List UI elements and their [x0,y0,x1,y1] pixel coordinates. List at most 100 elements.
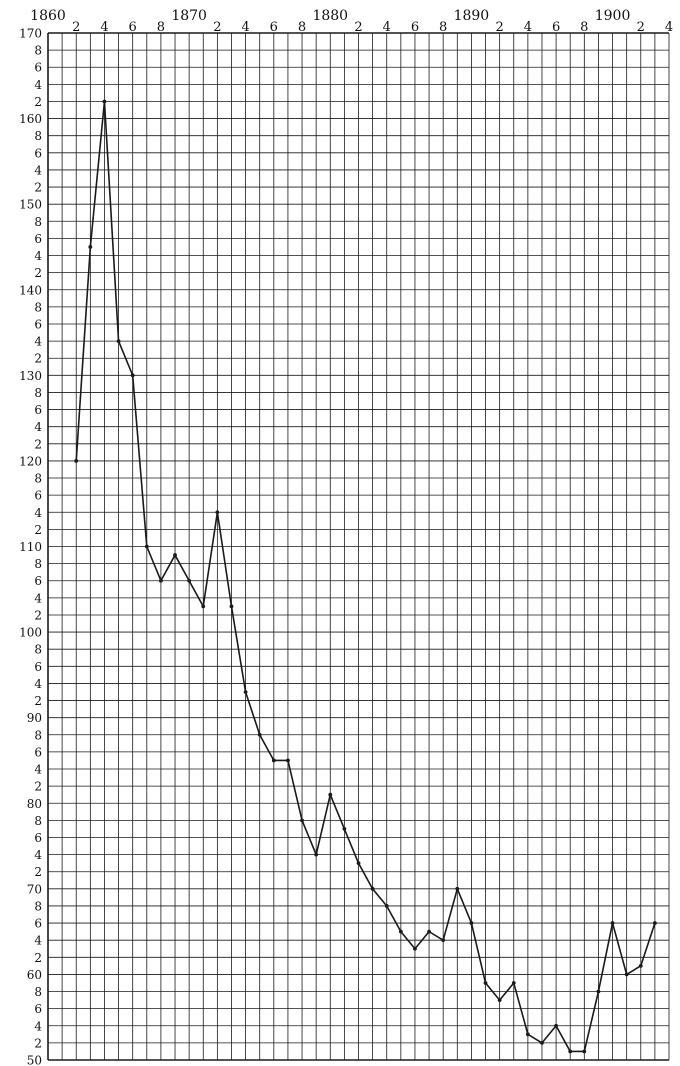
data-point [130,373,135,378]
x-tick-label: 2 [637,20,645,35]
y-tick-label: 8 [34,300,42,314]
y-tick-label: 4 [34,848,42,862]
y-tick-label: 2 [34,951,42,965]
data-point [427,929,431,934]
y-tick-label: 2 [34,694,42,708]
y-tick-label: 2 [34,95,42,109]
x-tick-label: 8 [439,20,447,35]
x-tick-label: 1900 [595,8,631,24]
data-point [370,886,375,891]
y-tick-label: 6 [34,574,42,588]
x-tick-label: 2 [72,20,80,35]
y-tick-label: 8 [34,643,42,657]
data-point [511,981,516,985]
y-tick-label: 2 [34,780,42,794]
data-point [540,1040,544,1045]
y-tick-label: 2 [34,865,42,879]
y-tick-label: 160 [19,112,42,126]
y-tick-label: 4 [34,1019,42,1033]
data-point [497,998,502,1002]
data-point [483,981,488,985]
y-tick-label: 6 [34,745,42,759]
data-point [469,921,474,925]
data-point [257,732,262,737]
x-tick-label: 2 [354,20,362,35]
y-tick-label: 150 [19,198,42,212]
y-tick-label: 110 [19,540,42,554]
data-point [356,861,361,866]
y-tick-label: 6 [34,146,42,160]
data-point [271,758,276,763]
x-tick-label: 2 [213,20,221,35]
x-tick-label: 4 [665,20,673,35]
x-tick-label: 8 [298,20,306,35]
data-point [342,827,347,831]
data-point [229,604,234,609]
data-point [159,578,163,583]
data-point [102,99,107,104]
series-line [75,100,656,1053]
y-tick-label: 4 [34,249,42,263]
data-point [286,758,290,763]
chart-grid [47,32,670,1061]
data-point [384,904,389,908]
y-tick-label: 2 [34,1036,42,1050]
data-point [144,544,149,549]
y-tick-label: 6 [34,1002,42,1016]
data-point [88,245,93,249]
y-tick-label: 2 [34,437,42,451]
x-axis-ticks: 1860 2 4 6 8 1870 2 4 6 8 1880 2 4 6 8 1890 2 4 6 8 1900 2 4 [30,8,673,35]
data-point [74,459,79,463]
data-point [398,929,403,934]
y-tick-label: 60 [27,968,42,982]
y-tick-label: 2 [34,266,42,280]
data-point [201,604,206,609]
x-tick-label: 6 [411,20,419,35]
y-tick-label: 6 [34,489,42,503]
data-point [413,946,417,951]
x-tick-label: 2 [495,20,503,35]
y-tick-label: 8 [34,557,42,571]
y-tick-label: 2 [34,352,42,366]
y-tick-label: 8 [34,728,42,742]
y-tick-label: 100 [19,626,42,640]
x-tick-label: 8 [580,20,588,35]
y-tick-label: 8 [34,814,42,828]
y-tick-label: 8 [34,215,42,229]
x-tick-label: 6 [129,20,137,35]
y-tick-label: 50 [27,1054,42,1066]
y-tick-label: 8 [34,386,42,400]
y-tick-label: 8 [34,129,42,143]
y-tick-label: 2 [34,181,42,195]
y-tick-label: 120 [19,454,42,468]
x-tick-label: 4 [524,20,532,35]
y-tick-label: 170 [19,27,42,41]
y-tick-label: 4 [34,934,42,948]
y-tick-label: 8 [34,472,42,486]
data-point [568,1049,573,1054]
x-tick-label: 8 [157,20,165,35]
data-point [455,886,460,891]
data-point [610,921,615,925]
x-tick-label: 1880 [312,8,348,24]
y-tick-label: 6 [34,917,42,931]
y-tick-label: 6 [34,317,42,331]
chart-series [74,99,657,1054]
x-tick-label: 6 [270,20,278,35]
y-tick-label: 4 [34,78,42,92]
data-point [582,1049,587,1054]
y-tick-label: 140 [19,283,42,297]
data-point [187,578,192,583]
y-tick-label: 2 [34,608,42,622]
y-tick-label: 6 [34,660,42,674]
y-tick-label: 4 [34,763,42,777]
y-tick-label: 4 [34,163,42,177]
x-tick-label: 6 [552,20,560,35]
x-tick-label: 1890 [454,8,490,24]
data-point [441,938,446,943]
data-point [328,792,333,797]
data-point [314,852,319,857]
y-tick-label: 2 [34,523,42,537]
data-point [173,553,177,557]
